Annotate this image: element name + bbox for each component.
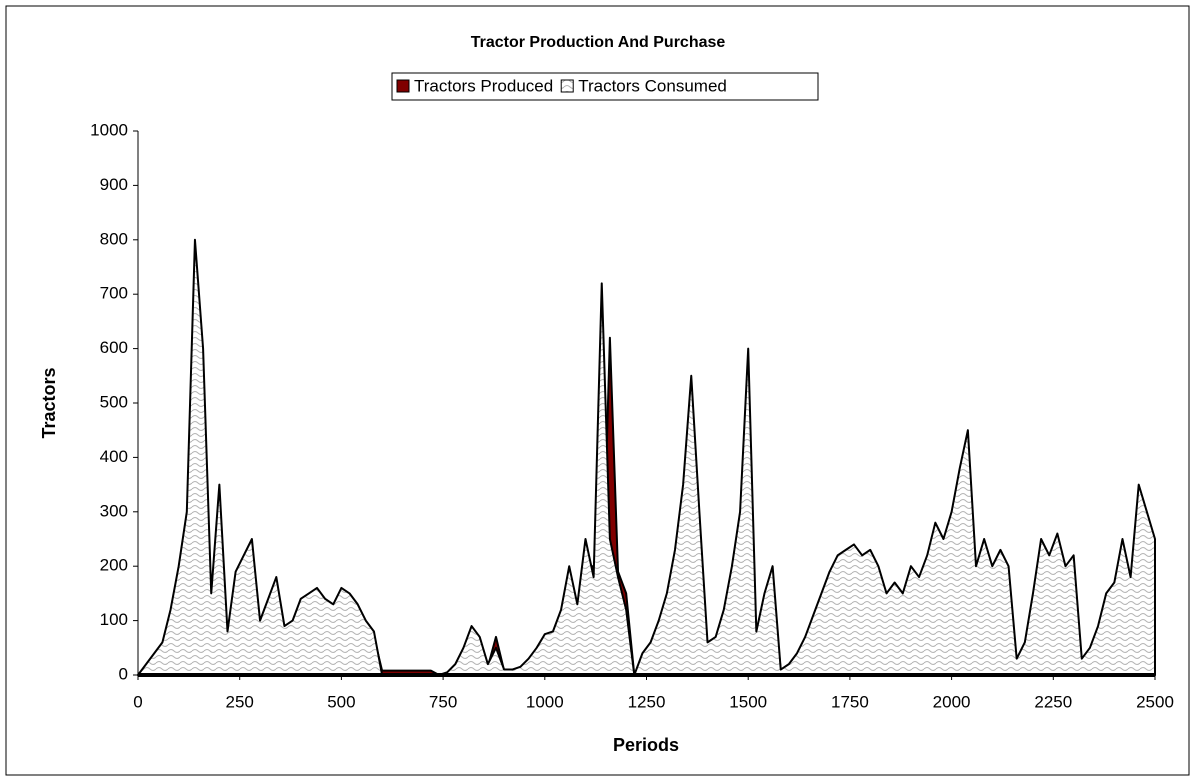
y-axis-label: Tractors (39, 367, 59, 438)
legend-swatch (396, 79, 410, 93)
x-tick-label: 1250 (628, 692, 666, 711)
x-tick-label: 250 (226, 692, 254, 711)
chart-title: Tractor Production And Purchase (471, 34, 726, 51)
y-tick-label: 800 (100, 229, 128, 248)
legend-box (391, 72, 819, 101)
x-tick-label: 2250 (1034, 692, 1072, 711)
area (137, 238, 1156, 676)
x-axis-label: Periods (613, 735, 679, 755)
y-tick-label: 400 (100, 447, 128, 466)
x-tick-label: 1750 (831, 692, 869, 711)
y-tick-label: 300 (100, 501, 128, 520)
y-tick-label: 900 (100, 175, 128, 194)
y-tick-label: 100 (100, 610, 128, 629)
y-tick-label: 600 (100, 338, 128, 357)
x-tick-label: 500 (327, 692, 355, 711)
x-tick-label: 1000 (526, 692, 564, 711)
y-tick-label: 700 (100, 284, 128, 303)
y-tick-label: 0 (119, 664, 128, 683)
x-tick-label: 2000 (933, 692, 971, 711)
legend-swatch (560, 79, 574, 93)
legend-label: Tractors Produced (414, 76, 553, 95)
x-tick-label: 0 (133, 692, 142, 711)
x-tick-label: 2500 (1136, 692, 1174, 711)
x-tick-label: 1500 (729, 692, 767, 711)
legend-label: Tractors Consumed (578, 76, 727, 95)
y-tick-label: 200 (100, 556, 128, 575)
y-tick-label: 500 (100, 392, 128, 411)
x-tick-label: 750 (429, 692, 457, 711)
y-tick-label: 1000 (90, 120, 128, 139)
